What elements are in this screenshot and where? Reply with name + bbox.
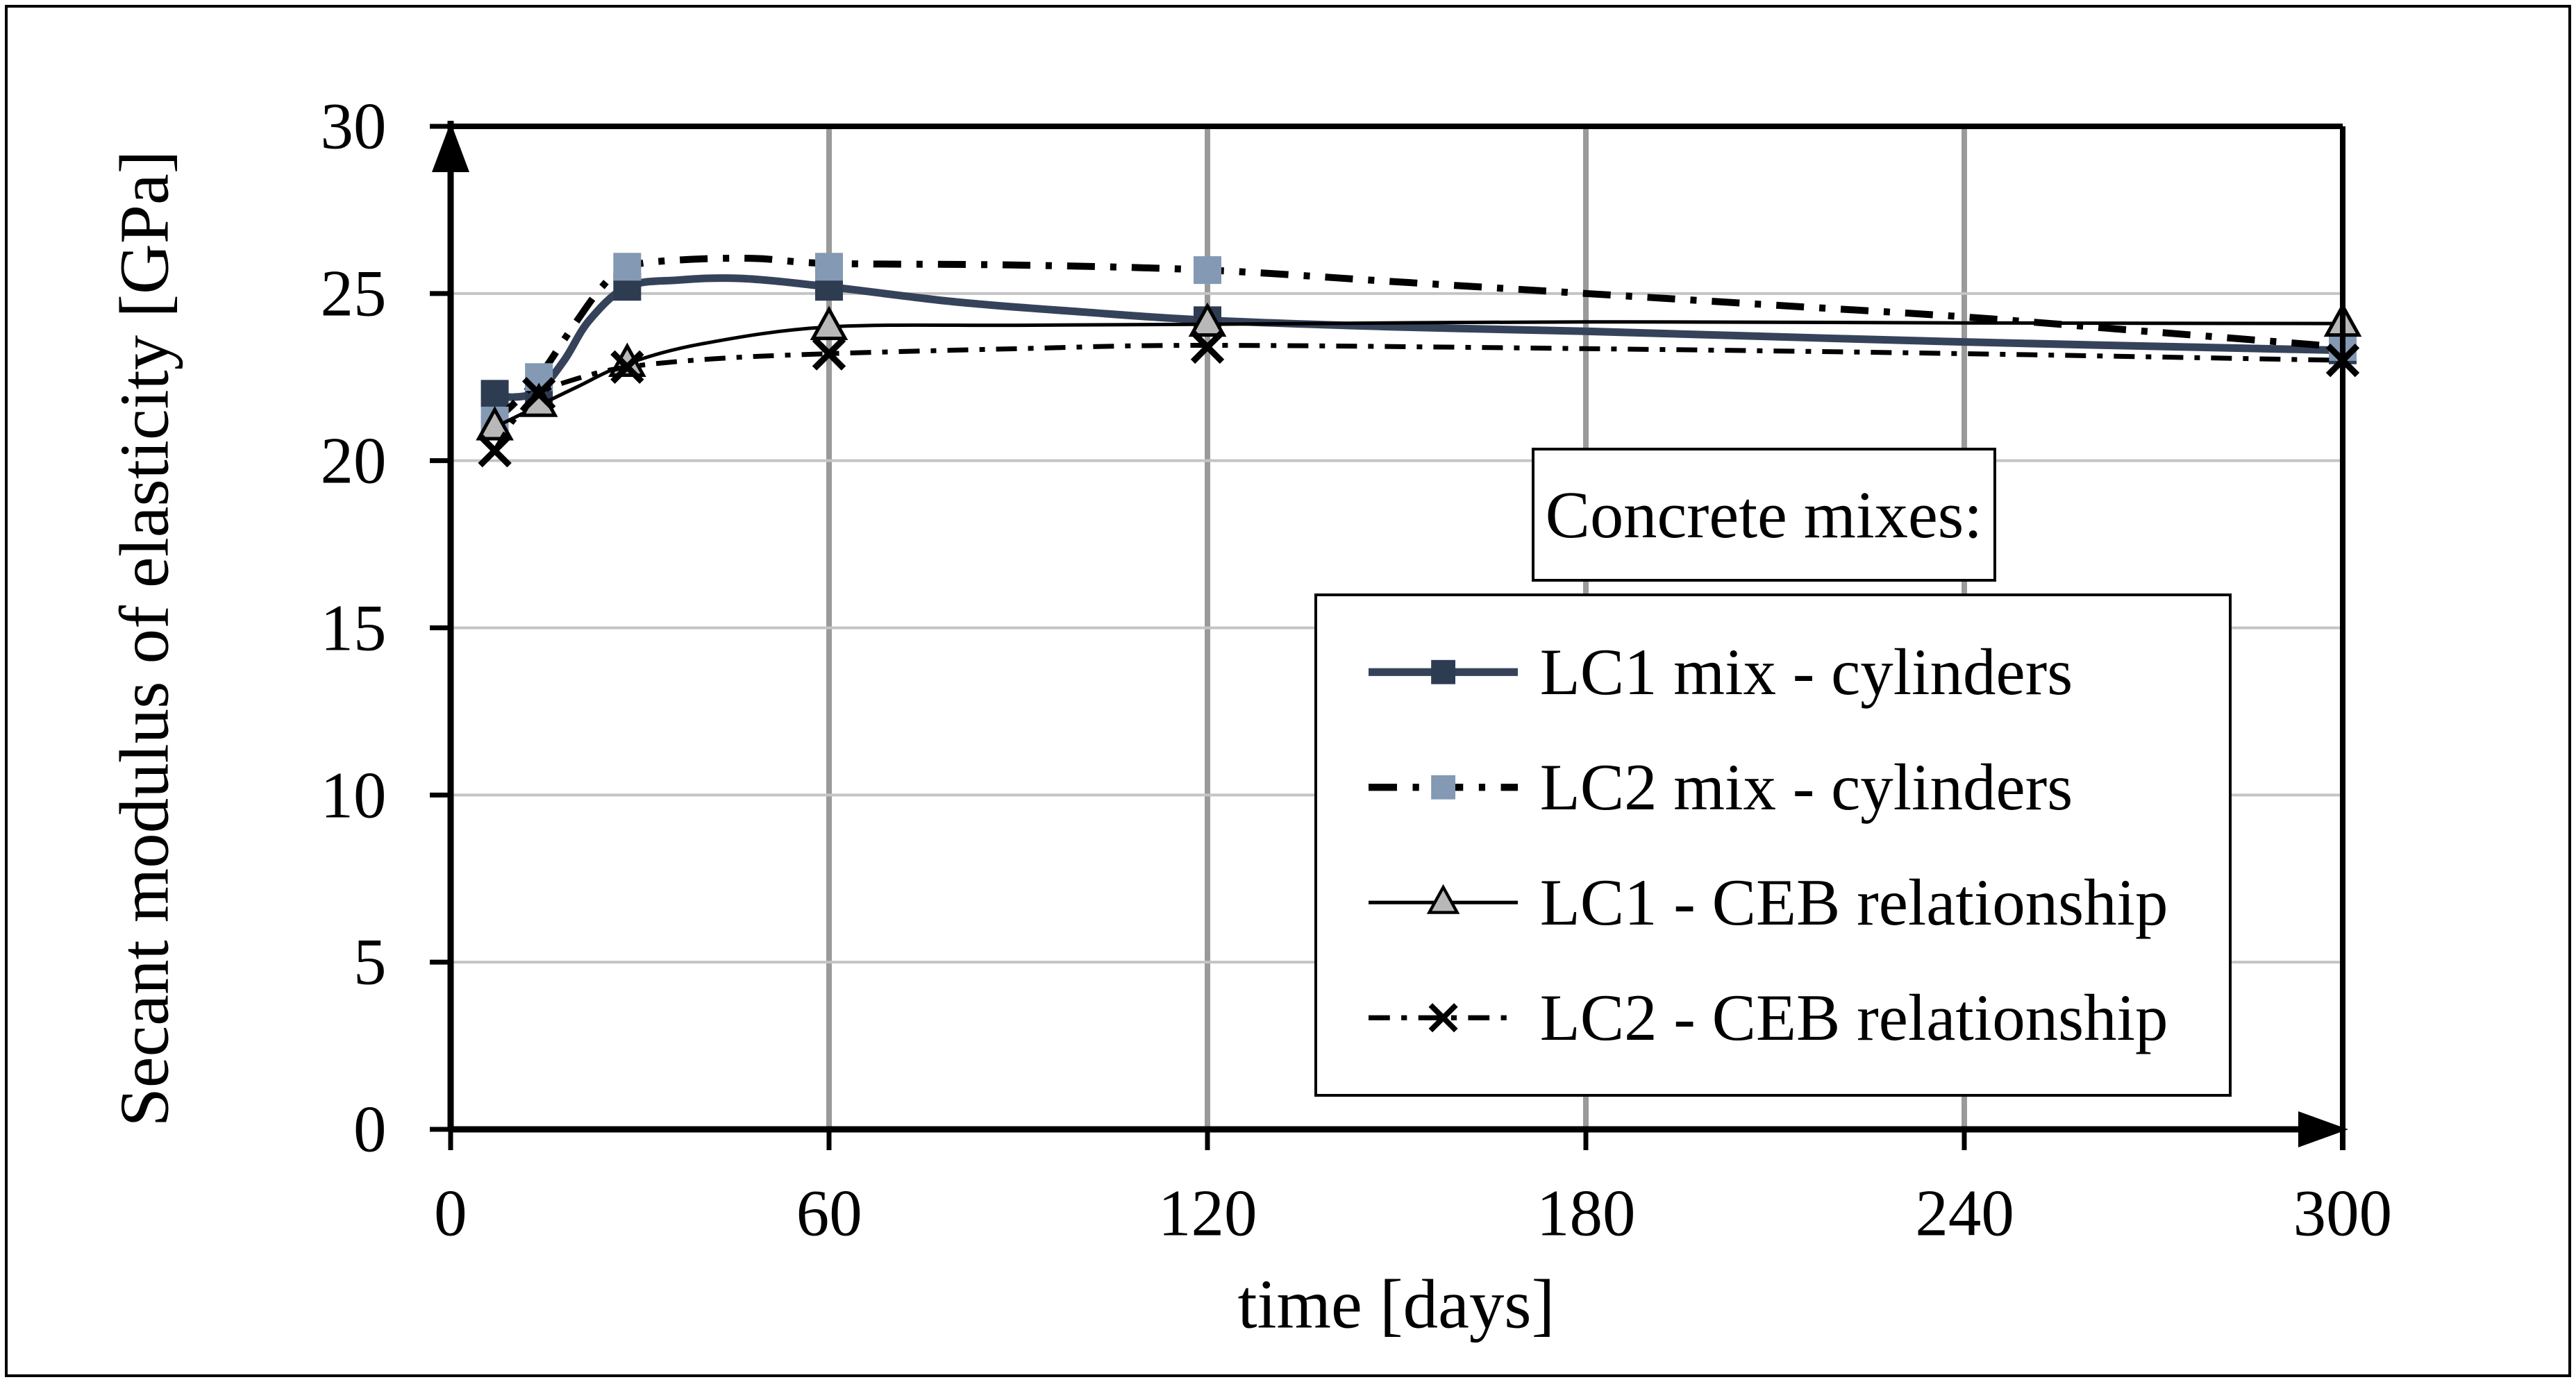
y-tick-label-30: 30 (320, 89, 387, 163)
legend-item-lc2-ceb: LC2 - CEB relationship (1369, 984, 2216, 1051)
legend-title: Concrete mixes: (1545, 478, 1983, 553)
x-tick-label-0: 0 (434, 1176, 467, 1250)
y-tick-label-15: 15 (320, 591, 387, 665)
legend-line-triangle-icon (1369, 884, 1519, 915)
legend-item-lc1-cylinders: LC1 mix - cylinders (1369, 639, 2216, 705)
legend-line-square-icon (1369, 659, 1519, 684)
legend: LC1 mix - cylinders LC2 mix - cylinders … (1314, 593, 2232, 1097)
y-tick-label-10: 10 (320, 758, 387, 832)
y-tick-label-20: 20 (320, 423, 387, 498)
legend-item-lc1-ceb: LC1 - CEB relationship (1369, 869, 2216, 936)
legend-dashdot-x-icon (1369, 1003, 1519, 1033)
x-tick-label-300: 300 (2293, 1176, 2393, 1250)
legend-label: LC1 - CEB relationship (1539, 865, 2168, 939)
legend-title-box: Concrete mixes: (1531, 448, 1996, 582)
x-tick-label-120: 120 (1158, 1176, 1257, 1250)
y-tick-label-0: 0 (353, 1092, 387, 1166)
y-axis-title: Secant modulus of elasticity [GPa] (105, 150, 183, 1127)
legend-label: LC2 mix - cylinders (1539, 750, 2073, 824)
legend-dash-square-icon (1369, 775, 1519, 800)
y-tick-label-25: 25 (320, 256, 387, 330)
legend-item-lc2-cylinders: LC2 mix - cylinders (1369, 754, 2216, 820)
legend-label: LC1 mix - cylinders (1539, 634, 2073, 709)
x-axis-title: time [days] (1237, 1265, 1555, 1344)
x-tick-label-180: 180 (1537, 1176, 1636, 1250)
y-tick-label-5: 5 (353, 925, 387, 999)
x-tick-label-240: 240 (1915, 1176, 2014, 1250)
x-tick-label-60: 60 (796, 1176, 862, 1250)
legend-label: LC2 - CEB relationship (1539, 981, 2168, 1055)
